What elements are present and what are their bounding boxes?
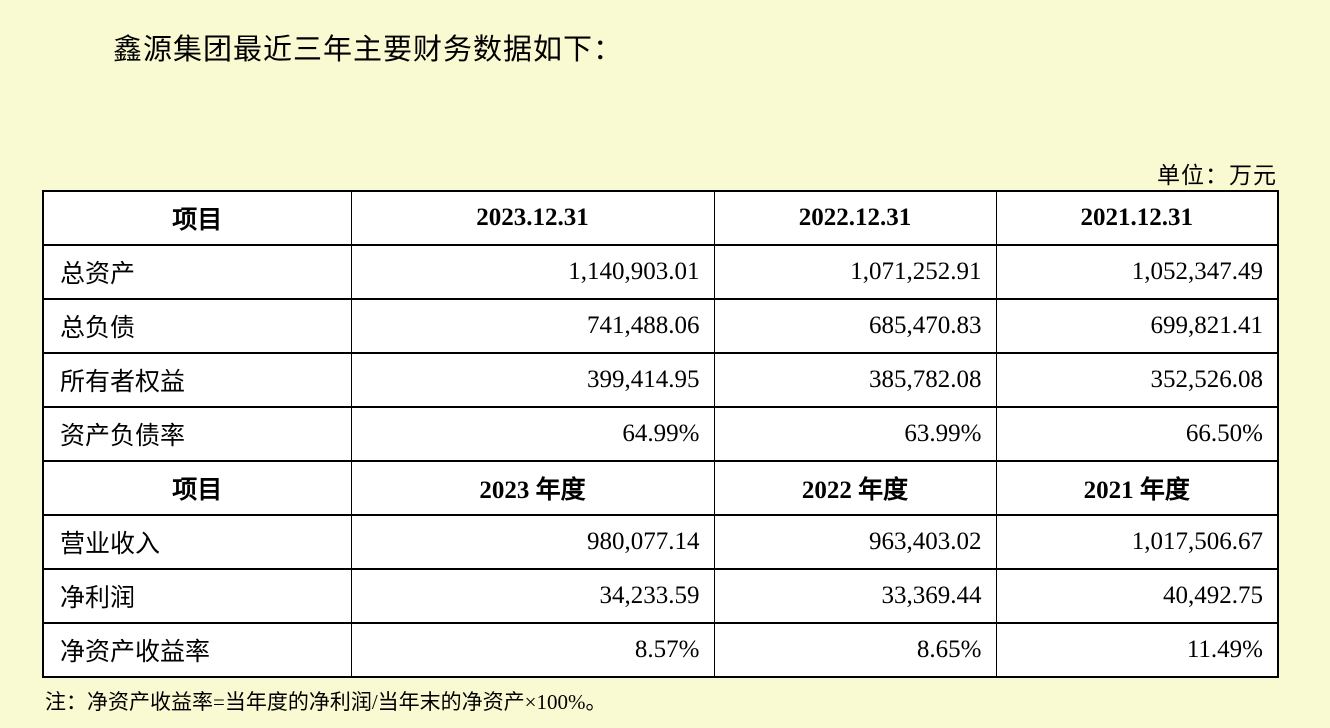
header-cell-2022-annual: 2022 年度	[713, 460, 997, 516]
cell-value: 40,492.75	[995, 568, 1279, 624]
cell-value: 11.49%	[995, 622, 1279, 678]
cell-value: 1,071,252.91	[713, 244, 997, 300]
header-cell-item: 项目	[42, 460, 352, 516]
cell-value: 980,077.14	[350, 514, 715, 570]
page-title: 鑫源集团最近三年主要财务数据如下：	[113, 34, 624, 66]
header-cell-item: 项目	[42, 190, 352, 246]
cell-value: 8.65%	[713, 622, 997, 678]
row-label: 所有者权益	[42, 352, 352, 408]
table-header-row-balance-sheet: 项目 2023.12.31 2022.12.31 2021.12.31	[42, 190, 1279, 246]
cell-value: 352,526.08	[995, 352, 1279, 408]
footnote: 注：净资产收益率=当年度的净利润/当年末的净资产×100%。	[45, 690, 607, 714]
cell-value: 64.99%	[350, 406, 715, 462]
cell-value: 699,821.41	[995, 298, 1279, 354]
cell-value: 1,140,903.01	[350, 244, 715, 300]
header-cell-2023-annual: 2023 年度	[350, 460, 715, 516]
cell-value: 8.57%	[350, 622, 715, 678]
table-row-total-liabilities: 总负债 741,488.06 685,470.83 699,821.41	[42, 298, 1279, 354]
table-row-return-on-equity: 净资产收益率 8.57% 8.65% 11.49%	[42, 622, 1279, 678]
table-row-operating-revenue: 营业收入 980,077.14 963,403.02 1,017,506.67	[42, 514, 1279, 570]
cell-value: 66.50%	[995, 406, 1279, 462]
cell-value: 33,369.44	[713, 568, 997, 624]
header-cell-2021-12-31: 2021.12.31	[995, 190, 1279, 246]
table-row-net-profit: 净利润 34,233.59 33,369.44 40,492.75	[42, 568, 1279, 624]
cell-value: 685,470.83	[713, 298, 997, 354]
cell-value: 741,488.06	[350, 298, 715, 354]
cell-value: 1,052,347.49	[995, 244, 1279, 300]
unit-label: 单位：万元	[1157, 163, 1277, 188]
row-label: 净资产收益率	[42, 622, 352, 678]
row-label: 营业收入	[42, 514, 352, 570]
row-label: 总负债	[42, 298, 352, 354]
cell-value: 63.99%	[713, 406, 997, 462]
table-header-row-income-statement: 项目 2023 年度 2022 年度 2021 年度	[42, 460, 1279, 516]
table-row-owners-equity: 所有者权益 399,414.95 385,782.08 352,526.08	[42, 352, 1279, 408]
table-row-debt-ratio: 资产负债率 64.99% 63.99% 66.50%	[42, 406, 1279, 462]
cell-value: 399,414.95	[350, 352, 715, 408]
cell-value: 34,233.59	[350, 568, 715, 624]
cell-value: 385,782.08	[713, 352, 997, 408]
header-cell-2023-12-31: 2023.12.31	[350, 190, 715, 246]
financial-data-table: 项目 2023.12.31 2022.12.31 2021.12.31 总资产 …	[42, 190, 1279, 678]
cell-value: 963,403.02	[713, 514, 997, 570]
table-row-total-assets: 总资产 1,140,903.01 1,071,252.91 1,052,347.…	[42, 244, 1279, 300]
row-label: 净利润	[42, 568, 352, 624]
cell-value: 1,017,506.67	[995, 514, 1279, 570]
header-cell-2022-12-31: 2022.12.31	[713, 190, 997, 246]
header-cell-2021-annual: 2021 年度	[995, 460, 1279, 516]
row-label: 总资产	[42, 244, 352, 300]
row-label: 资产负债率	[42, 406, 352, 462]
